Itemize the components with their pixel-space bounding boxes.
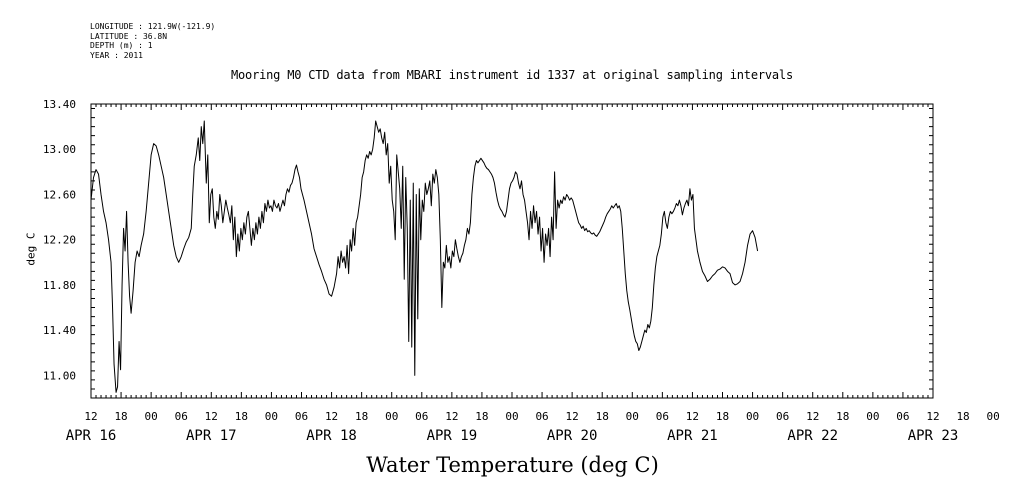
x-tick-label: 18 <box>114 410 127 423</box>
y-tick-label: 11.80 <box>43 279 76 292</box>
x-tick-label: 12 <box>926 410 939 423</box>
x-tick-label: 06 <box>295 410 308 423</box>
x-tick-label: 12 <box>325 410 338 423</box>
y-tick-label: 13.00 <box>43 143 76 156</box>
metadata-block: LONGITUDE : 121.9W(-121.9) LATITUDE : 36… <box>90 22 215 60</box>
x-date-label: APR 20 <box>547 428 598 444</box>
y-axis-label: deg C <box>24 232 38 266</box>
y-tick-label: 13.40 <box>43 98 76 111</box>
x-tick-label: 12 <box>445 410 458 423</box>
x-tick-label: 00 <box>866 410 879 423</box>
x-tick-label: 06 <box>656 410 669 423</box>
x-tick-label: 06 <box>776 410 789 423</box>
x-tick-label: 00 <box>505 410 518 423</box>
x-tick-label: 12 <box>566 410 579 423</box>
x-tick-label: 18 <box>836 410 849 423</box>
x-tick-label: 18 <box>475 410 488 423</box>
x-tick-label: 00 <box>746 410 759 423</box>
x-date-label: APR 17 <box>186 428 237 444</box>
series-line-water-temperature <box>90 120 759 393</box>
longitude-label: LONGITUDE : 121.9W(-121.9) <box>90 22 216 31</box>
x-tick-label: 12 <box>205 410 218 423</box>
x-tick-label: 18 <box>235 410 248 423</box>
x-tick-label: 00 <box>385 410 398 423</box>
x-date-label: APR 19 <box>427 428 478 444</box>
x-tick-label: 00 <box>145 410 158 423</box>
x-tick-label: 00 <box>626 410 639 423</box>
x-tick-label: 00 <box>265 410 278 423</box>
x-date-label: APR 21 <box>667 428 718 444</box>
x-tick-label: 06 <box>535 410 548 423</box>
x-tick-label: 18 <box>956 410 969 423</box>
y-tick-label: 12.20 <box>43 234 76 247</box>
x-date-label: APR 16 <box>66 428 117 444</box>
x-axis-label: Water Temperature (deg C) <box>366 453 659 477</box>
x-tick-label: 18 <box>716 410 729 423</box>
y-tick-label: 11.40 <box>43 324 76 337</box>
x-axis-ticks <box>90 104 934 398</box>
x-date-label: APR 22 <box>787 428 838 444</box>
latitude-label: LATITUDE : 36.8N <box>90 31 168 41</box>
x-tick-label: 00 <box>987 410 1000 423</box>
x-tick-label: 18 <box>596 410 609 423</box>
chart-title: Mooring M0 CTD data from MBARI instrumen… <box>231 68 793 82</box>
x-tick-label: 06 <box>896 410 909 423</box>
x-date-label: APR 18 <box>306 428 357 444</box>
x-tick-label: 06 <box>175 410 188 423</box>
x-tick-label: 06 <box>415 410 428 423</box>
x-tick-label: 12 <box>84 410 97 423</box>
year-label: YEAR : 2011 <box>90 50 143 60</box>
x-date-label: APR 23 <box>908 428 959 444</box>
x-tick-label: 18 <box>355 410 368 423</box>
x-tick-label: 12 <box>686 410 699 423</box>
y-tick-label: 11.00 <box>43 369 76 382</box>
x-tick-label: 12 <box>806 410 819 423</box>
y-axis-ticks <box>91 108 933 399</box>
plot-frame <box>90 103 934 399</box>
depth-label: DEPTH (m) : 1 <box>90 41 153 50</box>
y-tick-label: 12.60 <box>43 188 76 201</box>
